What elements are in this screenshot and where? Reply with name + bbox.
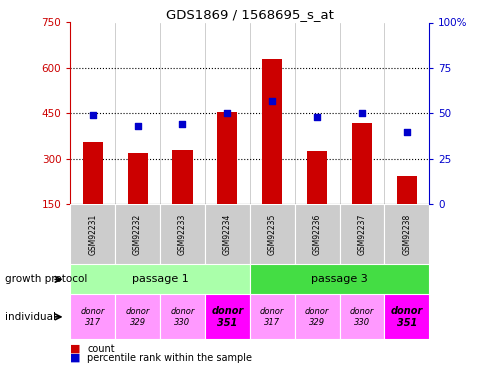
- Bar: [249, 264, 428, 294]
- Bar: [115, 204, 160, 264]
- Title: GDS1869 / 1568695_s_at: GDS1869 / 1568695_s_at: [166, 8, 333, 21]
- Bar: [306, 152, 327, 204]
- Point: [402, 129, 410, 135]
- Text: GSM92235: GSM92235: [267, 214, 276, 255]
- Bar: [383, 204, 428, 264]
- Text: GSM92234: GSM92234: [222, 214, 231, 255]
- Point: [223, 110, 231, 116]
- Bar: [82, 142, 103, 204]
- Bar: [70, 264, 249, 294]
- Bar: [383, 294, 428, 339]
- Bar: [70, 204, 115, 264]
- Point: [134, 123, 141, 129]
- Text: GSM92237: GSM92237: [357, 214, 366, 255]
- Bar: [115, 294, 160, 339]
- Bar: [204, 204, 249, 264]
- Text: donor
329: donor 329: [304, 307, 329, 327]
- Point: [89, 112, 96, 118]
- Text: GSM92232: GSM92232: [133, 214, 142, 255]
- Text: ■: ■: [70, 353, 81, 363]
- Point: [357, 110, 365, 116]
- Text: growth protocol: growth protocol: [5, 274, 87, 284]
- Bar: [127, 153, 148, 204]
- Text: donor
330: donor 330: [170, 307, 194, 327]
- Point: [268, 98, 275, 104]
- Bar: [294, 294, 339, 339]
- Bar: [396, 176, 416, 204]
- Bar: [351, 123, 371, 204]
- Text: passage 1: passage 1: [131, 274, 188, 284]
- Text: GSM92236: GSM92236: [312, 214, 321, 255]
- Text: GSM92231: GSM92231: [88, 214, 97, 255]
- Bar: [249, 294, 294, 339]
- Text: donor
330: donor 330: [349, 307, 373, 327]
- Text: donor
317: donor 317: [80, 307, 105, 327]
- Bar: [160, 294, 204, 339]
- Bar: [249, 204, 294, 264]
- Point: [313, 114, 320, 120]
- Bar: [160, 204, 204, 264]
- Bar: [261, 59, 282, 204]
- Text: ■: ■: [70, 344, 81, 354]
- Bar: [204, 294, 249, 339]
- Bar: [339, 204, 384, 264]
- Text: donor
351: donor 351: [390, 306, 422, 328]
- Bar: [217, 112, 237, 204]
- Bar: [172, 150, 192, 204]
- Text: count: count: [87, 344, 115, 354]
- Text: GSM92238: GSM92238: [401, 214, 410, 255]
- Bar: [294, 204, 339, 264]
- Text: GSM92233: GSM92233: [178, 214, 187, 255]
- Text: donor
329: donor 329: [125, 307, 150, 327]
- Text: percentile rank within the sample: percentile rank within the sample: [87, 353, 252, 363]
- Bar: [339, 294, 384, 339]
- Text: donor
317: donor 317: [259, 307, 284, 327]
- Text: individual: individual: [5, 312, 56, 322]
- Text: donor
351: donor 351: [211, 306, 243, 328]
- Text: passage 3: passage 3: [310, 274, 367, 284]
- Bar: [70, 294, 115, 339]
- Point: [178, 122, 186, 128]
